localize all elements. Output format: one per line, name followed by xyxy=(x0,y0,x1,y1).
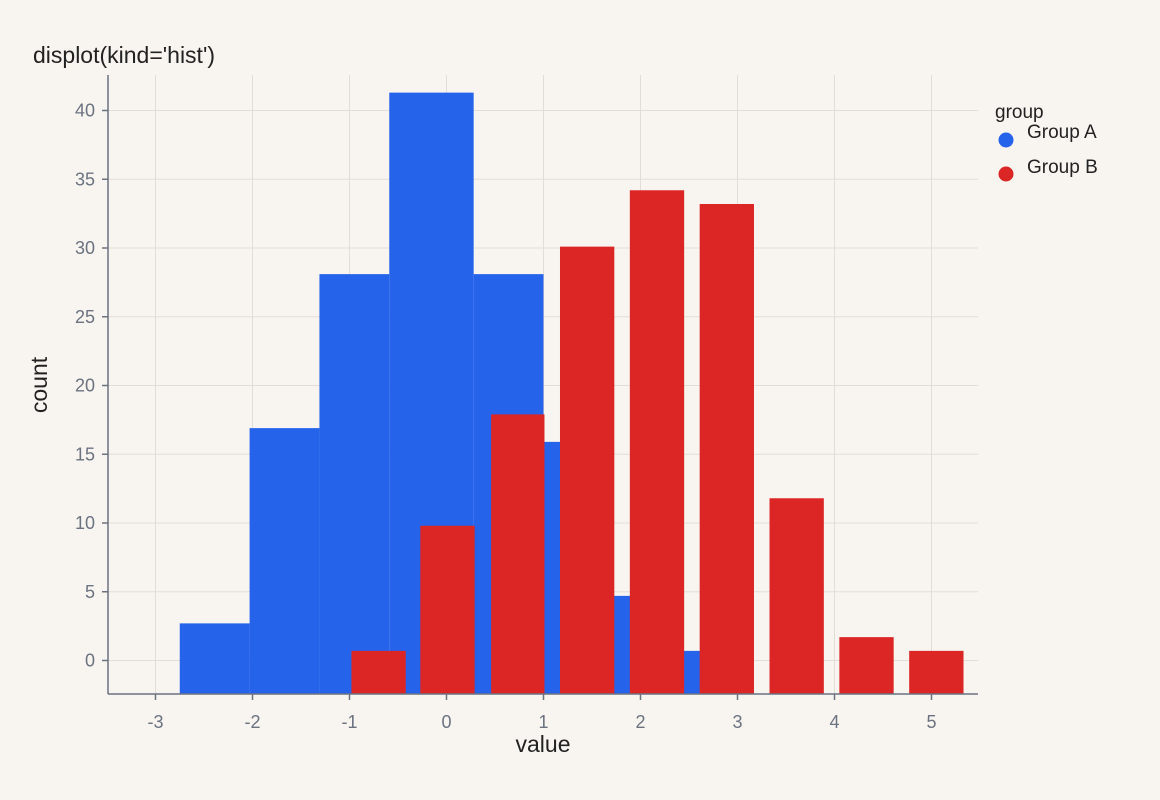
bar-group-b xyxy=(629,190,685,694)
bar-group-a xyxy=(249,428,320,694)
bar-group-b xyxy=(491,414,545,694)
x-tick-label: -2 xyxy=(244,712,260,732)
legend-title: group xyxy=(995,102,1044,123)
chart-title: displot(kind='hist') xyxy=(33,42,215,68)
legend-label-group-b: Group B xyxy=(1027,157,1098,178)
legend-marker-group-a xyxy=(998,132,1014,148)
bar-group-b xyxy=(420,525,475,694)
y-tick-label: 25 xyxy=(75,307,95,327)
x-tick-label: 4 xyxy=(829,712,839,732)
bar-group-b xyxy=(839,637,894,694)
bar-group-a xyxy=(319,274,390,694)
bar-group-b xyxy=(909,650,964,694)
y-tick-label: 20 xyxy=(75,376,95,396)
y-tick-label: 35 xyxy=(75,169,95,189)
bar-group-b xyxy=(559,246,615,694)
y-tick-label: 0 xyxy=(85,651,95,671)
y-tick-label: 15 xyxy=(75,444,95,464)
y-tick-label: 40 xyxy=(75,101,95,121)
series-group-b xyxy=(351,190,964,694)
x-tick-label: -3 xyxy=(147,712,163,732)
legend: group Group A Group B xyxy=(995,102,1098,182)
x-tick-label: -1 xyxy=(341,712,357,732)
x-tick-label: 2 xyxy=(635,712,645,732)
bar-group-b xyxy=(769,498,824,694)
y-tick-label: 10 xyxy=(75,513,95,533)
x-tick-label: 5 xyxy=(926,712,936,732)
x-tick-label: 3 xyxy=(732,712,742,732)
y-tick-label: 30 xyxy=(75,238,95,258)
y-axis-title: count xyxy=(26,356,52,413)
legend-marker-group-b xyxy=(998,166,1014,182)
bar-group-b xyxy=(351,650,406,694)
x-tick-label: 0 xyxy=(441,712,451,732)
x-axis-title: value xyxy=(516,731,571,757)
legend-label-group-a: Group A xyxy=(1027,122,1097,143)
bar-group-a xyxy=(179,623,250,694)
tick-labels: -3 -2 -1 0 1 2 3 4 5 0 5 10 15 20 25 30 35 40 xyxy=(75,101,937,733)
y-tick-label: 5 xyxy=(85,582,95,602)
bar-group-b xyxy=(699,204,754,694)
x-tick-label: 1 xyxy=(538,712,548,732)
